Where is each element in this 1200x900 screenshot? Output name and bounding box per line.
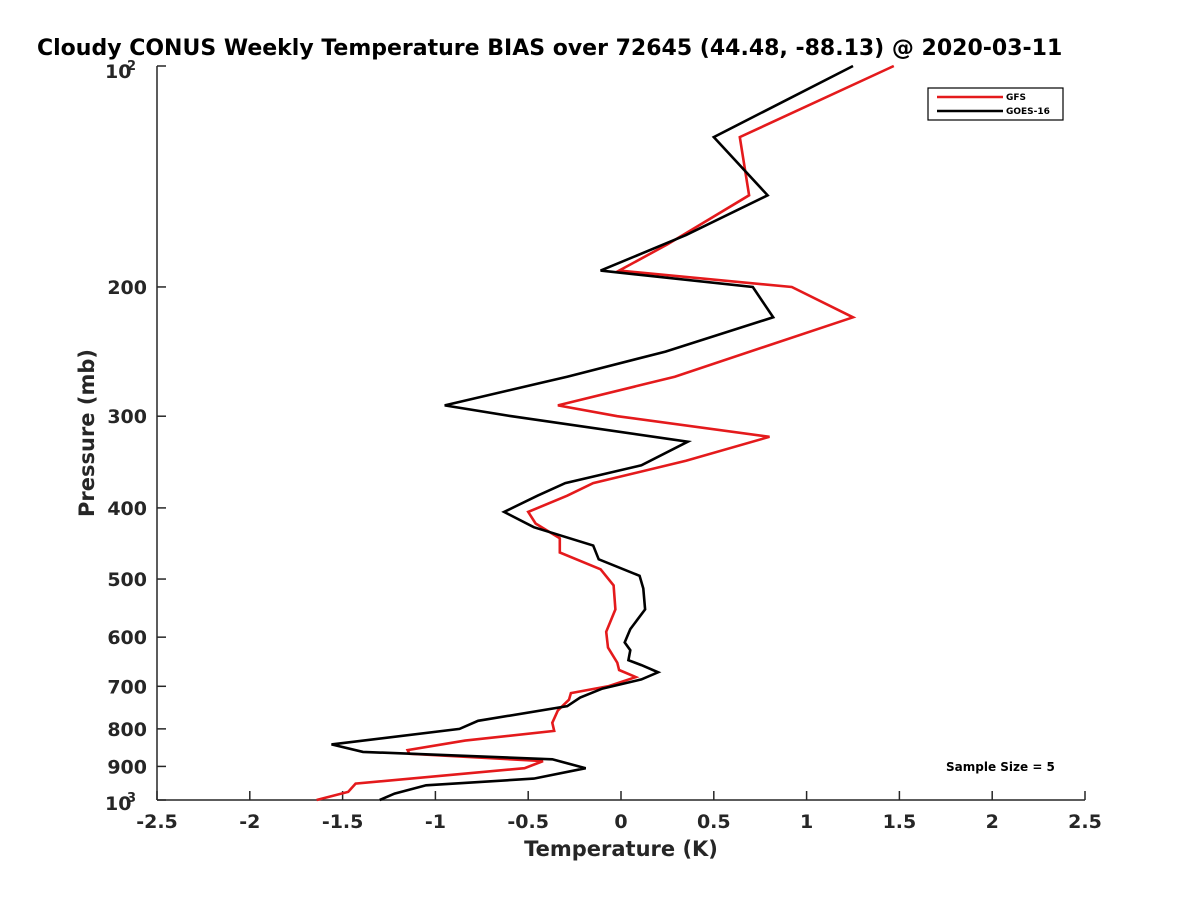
legend-label-gfs: GFS <box>1006 93 1026 103</box>
x-axis-label: Temperature (K) <box>524 837 718 861</box>
x-ticks: -2.5 -2 -1.5 -1 -0.5 0 0.5 1 1.5 2 2.5 <box>136 791 1102 833</box>
y-tick-exp-top: 2 <box>127 59 136 74</box>
legend: GFS GOES-16 <box>927 87 1064 121</box>
x-tick-label: -1 <box>425 811 446 833</box>
x-tick-label: 2 <box>986 811 999 833</box>
y-tick-exp-bottom: 3 <box>127 791 136 806</box>
series-layer <box>316 64 895 802</box>
y-tick-label: 200 <box>107 277 147 299</box>
x-tick-label: -2.5 <box>136 811 178 833</box>
y-axis-label: Pressure (mb) <box>75 349 99 517</box>
y-tick-label: 900 <box>107 756 147 778</box>
y-tick-base-top: 10 <box>105 61 131 83</box>
y-tick-label: 600 <box>107 627 147 649</box>
x-tick-label: 0.5 <box>697 811 731 833</box>
chart-title: Cloudy CONUS Weekly Temperature BIAS ove… <box>37 36 1062 61</box>
x-tick-label: -0.5 <box>507 811 549 833</box>
y-tick-label: 300 <box>107 406 147 428</box>
x-tick-label: 0 <box>614 811 627 833</box>
y-tick-label: 700 <box>107 676 147 698</box>
series-line-goes16 <box>331 64 854 802</box>
y-ticks: 200 300 400 500 600 700 800 900 <box>107 65 166 801</box>
y-tick-label-100: 10 2 <box>105 59 136 83</box>
x-tick-label: 1 <box>800 811 813 833</box>
legend-label-goes16: GOES-16 <box>1006 107 1050 117</box>
x-tick-label: 2.5 <box>1068 811 1102 833</box>
y-tick-base-bottom: 10 <box>105 793 131 815</box>
y-tick-label: 800 <box>107 719 147 741</box>
x-tick-label: 1.5 <box>883 811 917 833</box>
y-tick-label-1000: 10 3 <box>105 791 136 815</box>
y-tick-label: 500 <box>107 569 147 591</box>
series-line-gfs <box>316 64 895 802</box>
legend-box <box>927 87 1064 121</box>
y-tick-label: 400 <box>107 498 147 520</box>
x-tick-label: -2 <box>239 811 260 833</box>
x-tick-label: -1.5 <box>322 811 364 833</box>
sample-size-annotation: Sample Size = 5 <box>946 760 1055 774</box>
